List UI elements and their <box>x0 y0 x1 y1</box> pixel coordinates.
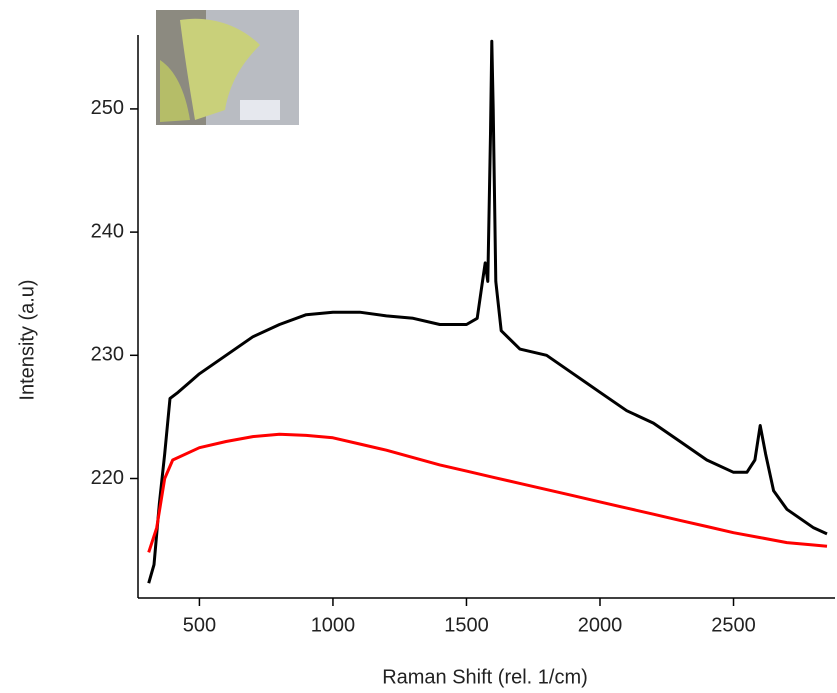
x-tick-label: 500 <box>183 614 216 636</box>
y-axis-label: Intensity (a.u) <box>16 279 38 400</box>
series-line <box>147 39 828 584</box>
y-tick-label: 230 <box>91 344 124 366</box>
x-tick-label: 1000 <box>311 614 356 636</box>
inset-photo <box>156 10 299 125</box>
x-axis-label: Raman Shift (rel. 1/cm) <box>382 666 588 688</box>
y-tick-label: 250 <box>91 97 124 119</box>
series-line <box>147 432 828 553</box>
y-tick-label: 240 <box>91 220 124 242</box>
x-tick-label: 1500 <box>444 614 489 636</box>
x-tick-label: 2500 <box>711 614 756 636</box>
y-tick-label: 220 <box>91 467 124 489</box>
x-tick-label: 2000 <box>578 614 623 636</box>
